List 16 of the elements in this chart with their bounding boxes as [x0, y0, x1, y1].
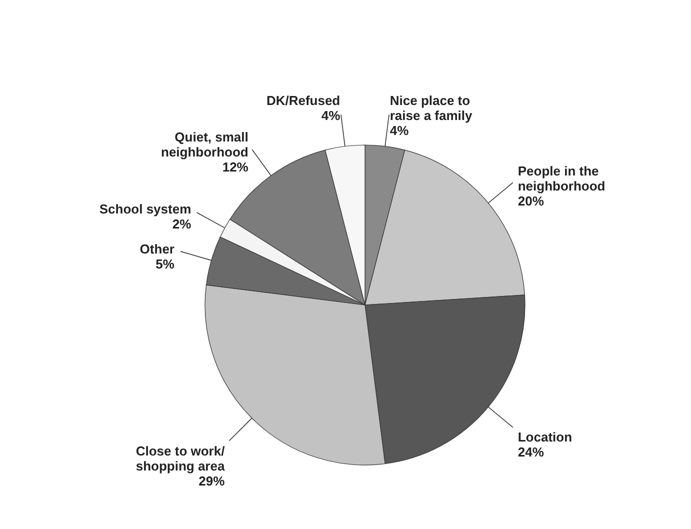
data-label: 5% — [156, 256, 175, 272]
data-label: 20% — [518, 194, 544, 209]
data-label: 4% — [390, 123, 410, 138]
data-label: 12% — [222, 159, 249, 174]
data-label: 4% — [321, 108, 341, 124]
slice-label: Quiet, small neighborhood — [161, 129, 248, 160]
slice-label: DK/Refused — [266, 93, 340, 108]
slice-label: Close to work/ shopping area — [136, 443, 226, 474]
slice-label: People in the neighborhood — [518, 164, 606, 194]
data-label: 24% — [518, 444, 544, 460]
slice-label: School system — [99, 201, 192, 216]
slice-label: Location — [518, 429, 572, 444]
slice-label: Other — [140, 242, 174, 257]
data-label: 29% — [198, 473, 226, 488]
data-label: 2% — [172, 216, 192, 232]
slice-label: Nice place to raise a family — [390, 93, 474, 124]
